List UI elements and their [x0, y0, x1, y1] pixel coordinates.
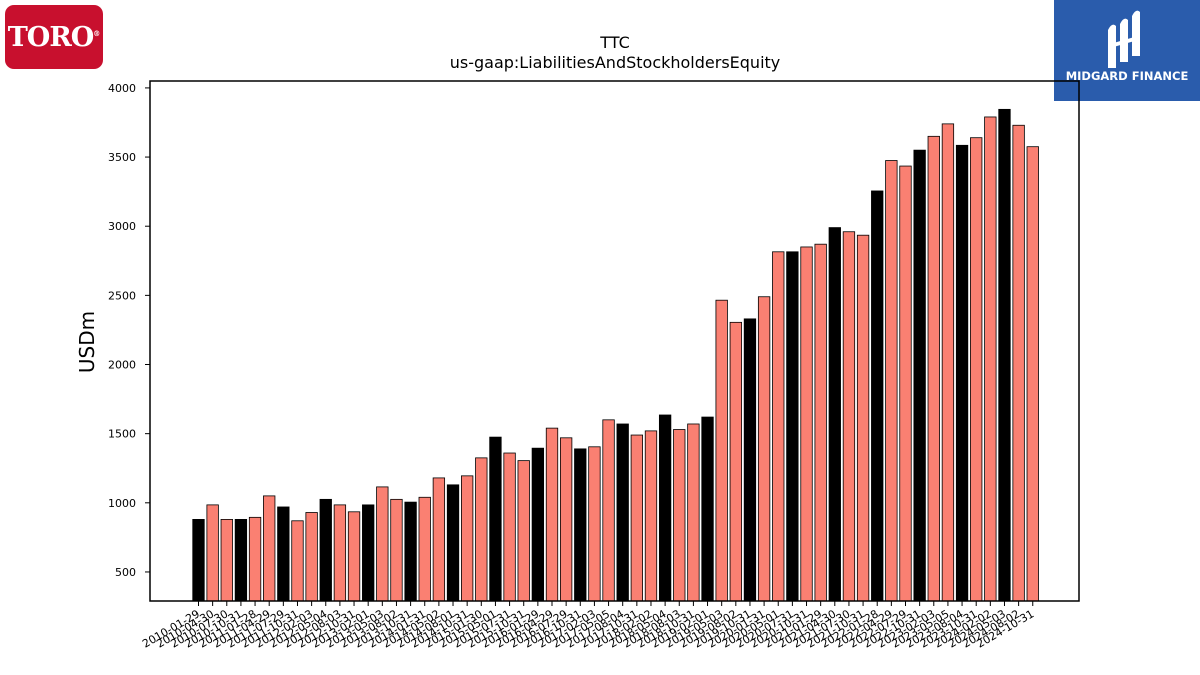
bar-2010-07-30: [220, 519, 233, 602]
y-axis-label: USDm: [75, 311, 99, 373]
toro-logo: TORO®: [5, 5, 103, 69]
bar-2024-10-31: [1026, 146, 1039, 602]
bar-2017-05-05: [602, 419, 615, 602]
bar-2014-10-31: [461, 475, 474, 602]
midgard-finance-logo: MIDGARD FINANCE: [1054, 0, 1200, 101]
bar-2017-10-31: [630, 434, 643, 602]
bar-2016-01-29: [531, 447, 545, 602]
bar-2018-10-31: [687, 423, 700, 602]
y-tick-label: 4000: [108, 82, 136, 95]
y-axis: 500 1000 1500 2000 2500 3000 3500 4000: [108, 82, 150, 579]
bar-2021-10-31: [856, 234, 870, 602]
y-tick-label: 3500: [108, 151, 136, 164]
bar-2010-04-30: [206, 504, 219, 602]
bar-2019-05-03: [715, 299, 728, 602]
bar-2018-08-03: [673, 429, 686, 602]
bar-2012-10-31: [347, 511, 361, 602]
bar-2014-05-02: [432, 477, 446, 602]
y-tick-label: 1500: [108, 428, 136, 441]
y-tick-label: 500: [115, 566, 136, 579]
bar-2015-05-01: [489, 436, 502, 602]
bar-2024-08-02: [1012, 124, 1025, 602]
bar-2024-05-03: [998, 108, 1011, 602]
y-tick-label: 3000: [108, 220, 136, 233]
bar-2019-08-02: [729, 321, 742, 602]
bar-2015-01-30: [475, 457, 488, 602]
bar-2013-08-02: [390, 498, 403, 602]
bar-2013-02-01: [362, 504, 375, 602]
bar-2014-08-01: [446, 484, 460, 602]
y-tick-label: 2000: [108, 359, 136, 372]
bar-2023-02-03: [927, 135, 940, 602]
bar-2016-04-29: [545, 427, 559, 602]
bars-layer: [192, 108, 1039, 602]
bar-2018-02-02: [644, 430, 658, 602]
bar-2012-02-03: [305, 512, 318, 602]
bar-2019-02-01: [701, 416, 714, 602]
bar-2015-07-31: [503, 452, 516, 602]
bar-2023-10-31: [970, 137, 983, 602]
bar-2021-04-30: [828, 227, 841, 602]
toro-logo-wordmark: TORO®: [7, 21, 101, 53]
bar-2014-01-31: [418, 496, 431, 602]
bar-2022-01-28: [871, 190, 884, 602]
bar-2021-01-29: [814, 243, 827, 602]
bar-2010-10-31: [234, 519, 248, 602]
bar-2011-07-29: [277, 506, 290, 602]
chart-subtitle: us-gaap:LiabilitiesAndStockholdersEquity: [450, 53, 781, 72]
bar-2016-10-31: [574, 448, 587, 602]
bar-2022-10-31: [913, 149, 926, 602]
bar-2017-08-04: [616, 423, 629, 602]
bar-2020-05-01: [772, 251, 785, 602]
bar-2013-05-03: [376, 486, 389, 602]
bar-2023-08-04: [955, 144, 969, 602]
bar-2022-04-29: [885, 160, 898, 602]
x-axis: 2010-01-292010-04-302010-07-302010-10-31…: [140, 601, 1036, 651]
bar-2018-05-04: [658, 414, 672, 602]
bar-2010-01-29: [192, 519, 205, 602]
bar-2024-02-02: [984, 116, 997, 602]
bar-2020-10-31: [800, 246, 813, 602]
bar-2011-01-28: [248, 516, 262, 602]
bar-2011-10-31: [291, 520, 304, 602]
bar-2019-10-31: [743, 318, 757, 602]
bar-2012-08-03: [333, 504, 347, 602]
y-tick-label: 1000: [108, 497, 136, 510]
bar-2015-10-31: [517, 460, 530, 602]
bar-2022-07-29: [899, 165, 912, 602]
bar-2016-07-29: [559, 437, 573, 602]
midgard-logo-wordmark: MIDGARD FINANCE: [1065, 69, 1189, 83]
chart-title: TTC: [599, 33, 630, 52]
bar-2021-07-30: [842, 231, 856, 602]
plot-frame: [149, 80, 1080, 602]
bar-2012-05-04: [319, 498, 332, 602]
midgard-logo-emblem: [1108, 10, 1140, 69]
bar-2017-02-03: [588, 446, 601, 602]
bar-2020-07-31: [786, 251, 799, 602]
bar-2011-04-29: [263, 495, 276, 602]
bar-2020-01-31: [757, 296, 771, 602]
bar-2023-05-05: [941, 123, 955, 602]
bar-2013-10-31: [404, 501, 417, 602]
y-tick-label: 2500: [108, 289, 136, 302]
